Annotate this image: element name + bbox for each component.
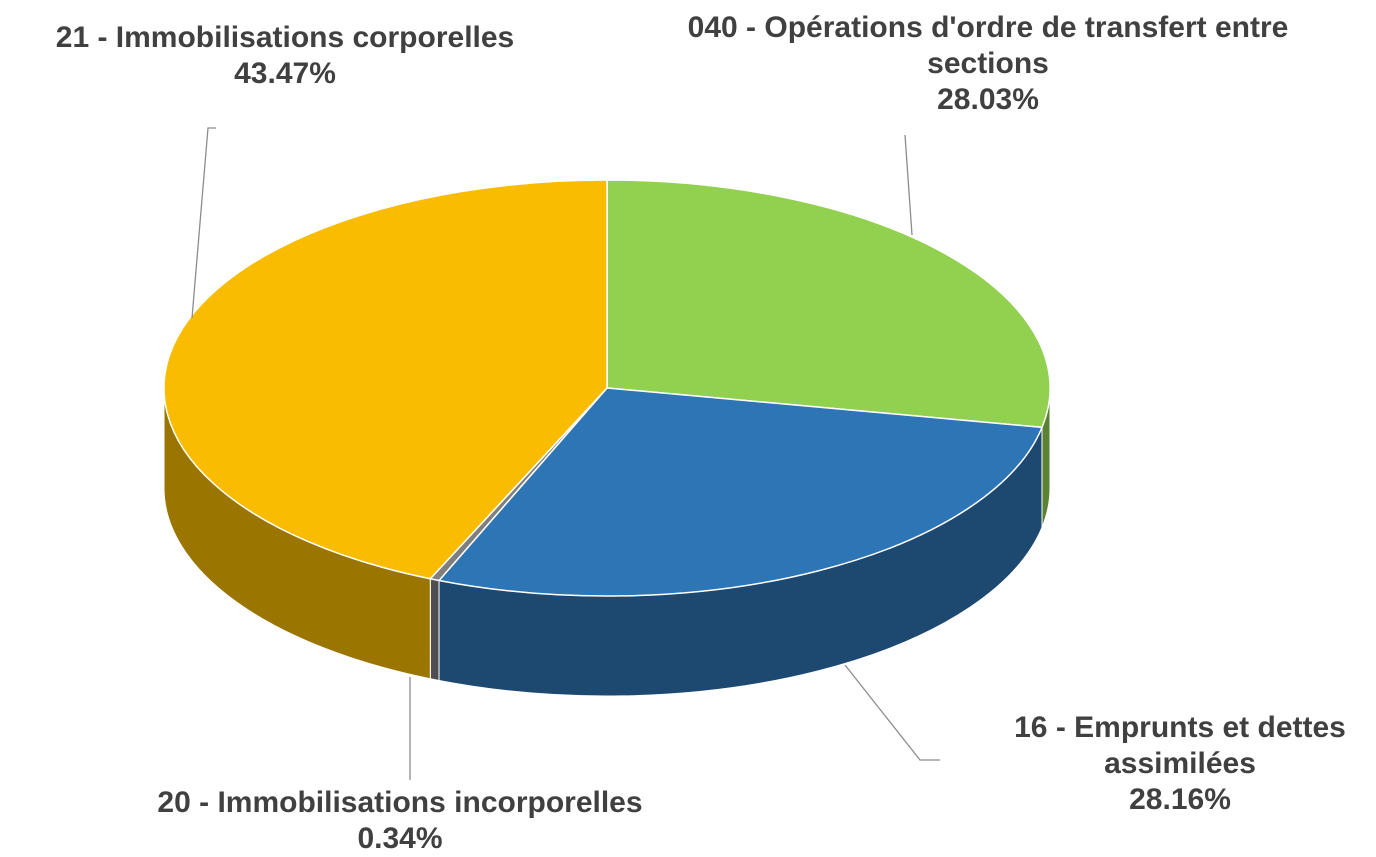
slice-label: 21 - Immobilisations corporelles 43.47% bbox=[0, 20, 570, 92]
category-label: 21 - Immobilisations corporelles bbox=[55, 21, 515, 54]
category-label: 040 - Opérations d'ordre de transfert en… bbox=[687, 11, 1289, 80]
leader-line bbox=[904, 134, 913, 236]
value-label: 28.03% bbox=[937, 83, 1039, 116]
value-label: 28.16% bbox=[1129, 783, 1231, 816]
category-label: 20 - Immobilisations incorporelles bbox=[157, 786, 643, 819]
category-label: 16 - Emprunts et dettes assimilées bbox=[1014, 711, 1346, 780]
leader-line bbox=[844, 664, 940, 761]
slice bbox=[606, 179, 1051, 429]
slice bbox=[437, 387, 1044, 597]
slice-label: 040 - Opérations d'ordre de transfert en… bbox=[668, 10, 1308, 118]
slice bbox=[163, 179, 608, 580]
value-label: 0.34% bbox=[357, 822, 443, 855]
slice-side bbox=[429, 578, 440, 682]
value-label: 43.47% bbox=[234, 57, 336, 90]
leader-line bbox=[191, 127, 216, 319]
slice-label: 16 - Emprunts et dettes assimilées 28.16% bbox=[970, 710, 1376, 818]
slice-label: 20 - Immobilisations incorporelles 0.34% bbox=[100, 785, 700, 857]
